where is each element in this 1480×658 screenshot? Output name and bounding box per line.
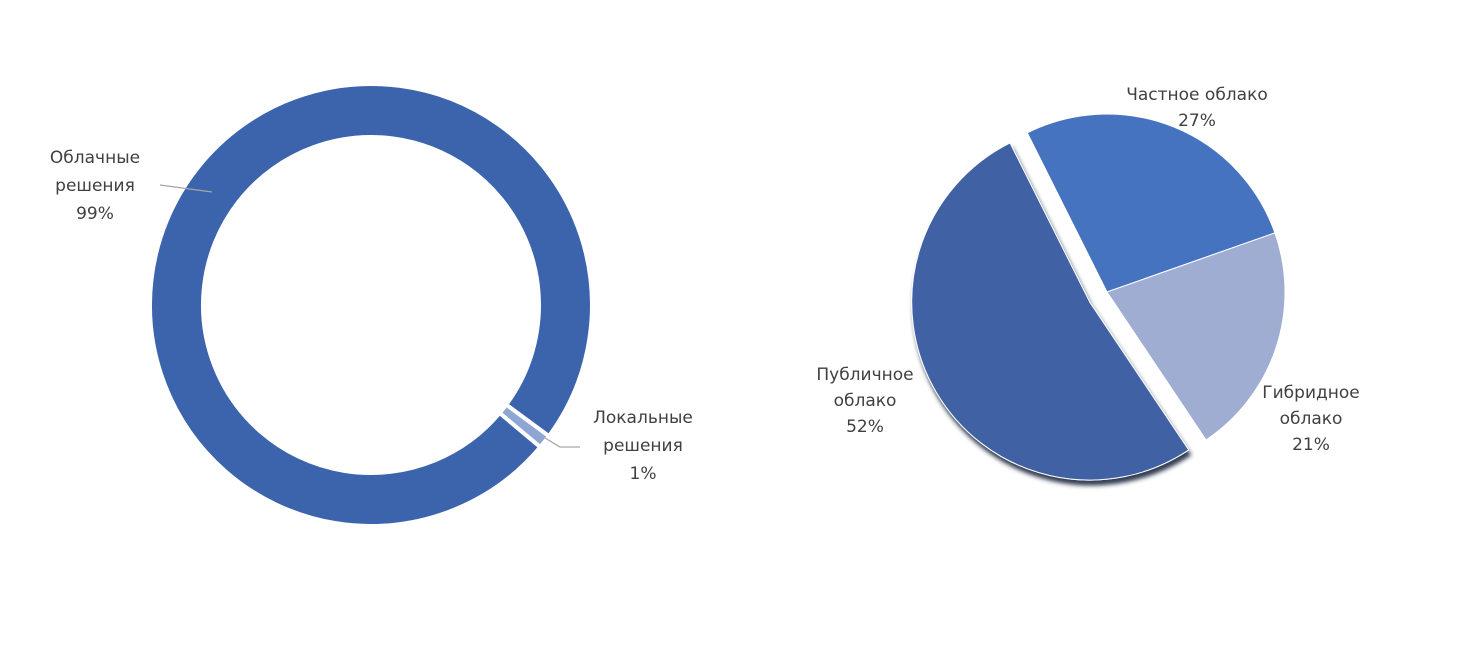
category-label: Гибридное облако	[1262, 383, 1360, 429]
leader-line	[544, 437, 580, 448]
value-label: 52%	[846, 417, 884, 437]
value-label: 99%	[76, 204, 114, 224]
pie-slice	[1026, 113, 1276, 293]
category-label: Облачные решения	[49, 148, 141, 196]
category-label: Частное облако	[1126, 85, 1268, 105]
donut-segment	[496, 401, 552, 450]
value-label: 1%	[629, 464, 657, 484]
donut-segment	[148, 82, 594, 528]
category-label: Публичное облако	[816, 365, 914, 411]
value-label: 21%	[1292, 435, 1330, 455]
value-label: 27%	[1178, 111, 1216, 131]
pie-slice	[911, 142, 1190, 481]
leader-line	[159, 184, 213, 193]
pie-slice	[1106, 232, 1286, 441]
category-label: Локальные решения	[593, 408, 693, 456]
